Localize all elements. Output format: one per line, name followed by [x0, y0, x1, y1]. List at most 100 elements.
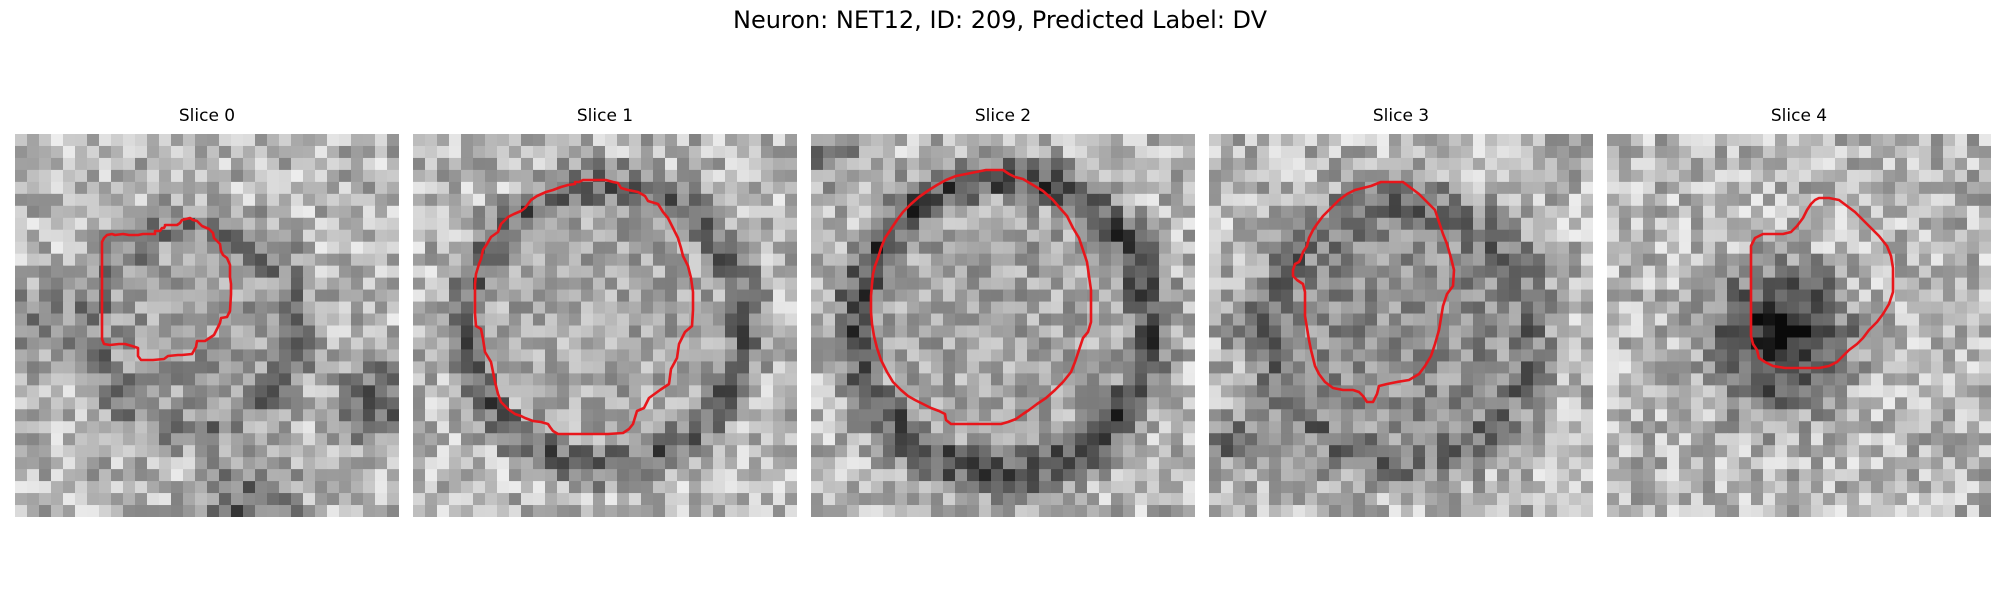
- image-pixel: [1763, 385, 1776, 398]
- image-pixel: [919, 445, 932, 458]
- image-pixel: [871, 373, 884, 386]
- image-pixel: [315, 433, 328, 446]
- image-pixel: [1063, 277, 1076, 291]
- image-pixel: [159, 493, 172, 506]
- image-pixel: [1135, 277, 1148, 291]
- image-pixel: [641, 469, 654, 482]
- image-pixel: [111, 361, 124, 374]
- image-pixel: [1655, 277, 1668, 291]
- image-pixel: [1039, 505, 1052, 517]
- image-pixel: [1147, 265, 1160, 279]
- image-pixel: [653, 433, 666, 446]
- image-pixel: [1895, 421, 1908, 434]
- image-pixel: [1775, 421, 1788, 434]
- image-pixel: [883, 205, 896, 219]
- image-pixel: [437, 409, 450, 422]
- image-pixel: [1763, 181, 1776, 195]
- image-pixel: [195, 409, 208, 422]
- image-pixel: [183, 337, 196, 351]
- image-pixel: [425, 145, 438, 159]
- image-pixel: [1425, 265, 1438, 279]
- image-pixel: [1557, 385, 1570, 398]
- image-pixel: [1521, 361, 1534, 374]
- image-pixel: [1787, 157, 1800, 171]
- image-pixel: [605, 145, 618, 159]
- image-pixel: [1461, 397, 1474, 410]
- image-pixel: [761, 397, 774, 410]
- image-pixel: [1859, 205, 1872, 219]
- image-pixel: [1233, 169, 1246, 183]
- image-pixel: [1871, 325, 1884, 339]
- image-pixel: [485, 457, 498, 470]
- image-pixel: [1293, 217, 1306, 231]
- image-pixel: [617, 433, 630, 446]
- image-pixel: [363, 457, 376, 470]
- image-pixel: [1413, 337, 1426, 351]
- image-pixel: [339, 145, 352, 159]
- image-pixel: [1413, 445, 1426, 458]
- image-pixel: [1257, 145, 1270, 159]
- image-pixel: [1281, 145, 1294, 159]
- image-pixel: [1209, 289, 1222, 303]
- image-pixel: [1533, 145, 1546, 159]
- image-pixel: [111, 469, 124, 482]
- image-pixel: [1329, 373, 1342, 386]
- image-pixel: [1183, 457, 1195, 470]
- image-pixel: [1425, 229, 1438, 243]
- image-pixel: [375, 325, 388, 339]
- image-pixel: [291, 301, 304, 315]
- image-pixel: [1135, 409, 1148, 422]
- image-pixel: [1545, 505, 1558, 517]
- image-pixel: [1075, 481, 1088, 494]
- image-pixel: [1485, 301, 1498, 315]
- image-pixel: [1099, 397, 1112, 410]
- image-pixel: [1437, 373, 1450, 386]
- image-pixel: [135, 493, 148, 506]
- image-pixel: [425, 277, 438, 291]
- image-pixel: [871, 385, 884, 398]
- image-pixel: [1655, 421, 1668, 434]
- image-pixel: [315, 193, 328, 207]
- image-pixel: [533, 181, 546, 195]
- image-pixel: [1847, 169, 1860, 183]
- image-pixel: [883, 157, 896, 171]
- image-pixel: [773, 217, 786, 231]
- image-pixel: [327, 253, 340, 267]
- image-pixel: [1931, 301, 1944, 315]
- image-pixel: [593, 145, 606, 159]
- image-pixel: [183, 325, 196, 339]
- image-pixel: [761, 313, 774, 327]
- image-pixel: [1667, 217, 1680, 231]
- image-pixel: [919, 505, 932, 517]
- image-pixel: [907, 277, 920, 291]
- image-pixel: [1533, 241, 1546, 255]
- image-pixel: [1269, 169, 1282, 183]
- image-pixel: [1835, 289, 1848, 303]
- image-pixel: [1931, 134, 1944, 147]
- image-pixel: [641, 421, 654, 434]
- image-pixel: [1703, 373, 1716, 386]
- image-pixel: [677, 409, 690, 422]
- image-pixel: [605, 301, 618, 315]
- image-pixel: [1907, 313, 1920, 327]
- image-pixel: [243, 349, 256, 363]
- image-pixel: [919, 265, 932, 279]
- image-pixel: [267, 505, 280, 517]
- image-pixel: [1619, 229, 1632, 243]
- image-pixel: [339, 385, 352, 398]
- image-pixel: [931, 457, 944, 470]
- image-pixel: [1979, 229, 1991, 243]
- image-pixel: [581, 205, 594, 219]
- image-pixel: [461, 421, 474, 434]
- image-pixel: [1521, 457, 1534, 470]
- image-pixel: [1281, 169, 1294, 183]
- image-pixel: [847, 469, 860, 482]
- image-pixel: [689, 134, 702, 147]
- image-pixel: [231, 385, 244, 398]
- image-pixel: [207, 505, 220, 517]
- image-pixel: [533, 493, 546, 506]
- image-pixel: [159, 265, 172, 279]
- image-pixel: [135, 265, 148, 279]
- image-pixel: [1811, 229, 1824, 243]
- image-pixel: [27, 169, 40, 183]
